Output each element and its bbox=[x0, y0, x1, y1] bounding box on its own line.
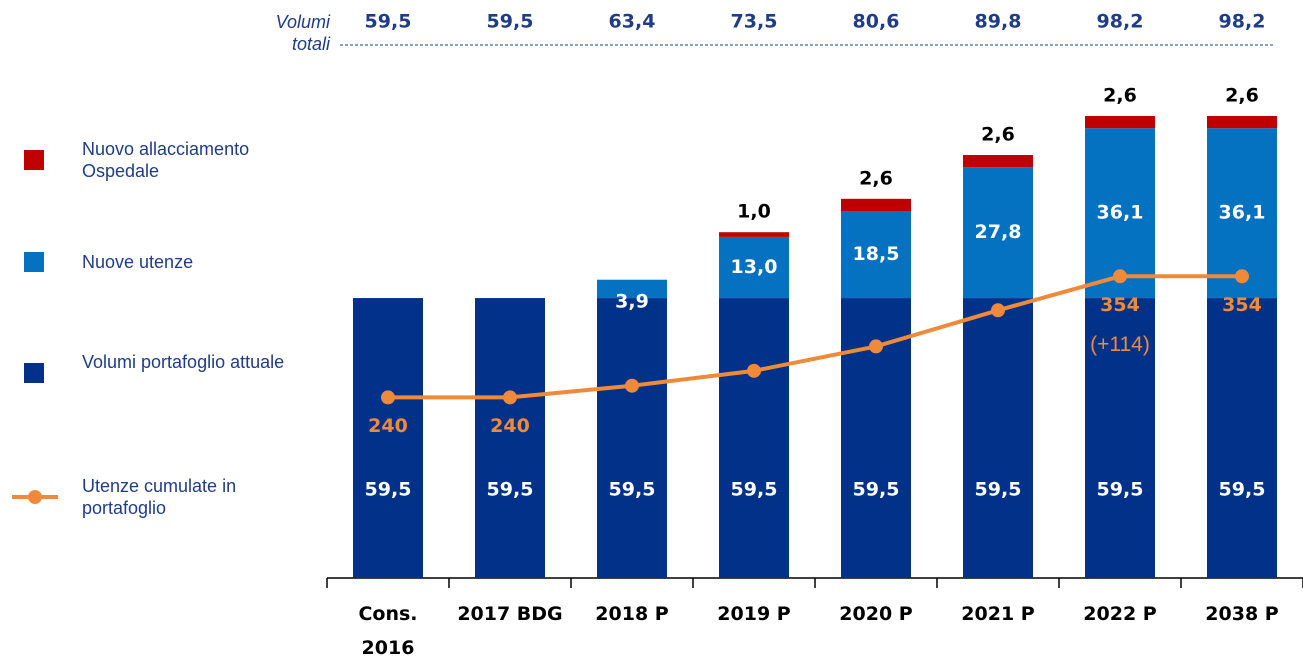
value-label: 2,6 bbox=[1225, 84, 1259, 106]
value-label: 18,5 bbox=[853, 243, 900, 265]
value-label: 59,5 bbox=[365, 479, 412, 501]
bar-segment bbox=[963, 155, 1033, 168]
bar-segment bbox=[1085, 115, 1155, 129]
x-tick-label: 2020 P bbox=[839, 603, 913, 625]
legend-swatch bbox=[24, 252, 44, 272]
value-label: 59,5 bbox=[609, 479, 656, 501]
bar-segment bbox=[963, 167, 1033, 299]
bar-segment bbox=[353, 298, 423, 578]
value-label: 2,6 bbox=[1103, 84, 1137, 106]
legend-label: Utenze cumulate in portafoglio bbox=[82, 476, 237, 518]
total-label: 63,4 bbox=[609, 11, 656, 33]
x-tick-label: 2021 P bbox=[961, 603, 1035, 625]
legend-marker bbox=[28, 490, 42, 504]
legend-label: Nuove utenze bbox=[82, 252, 194, 272]
value-label: 13,0 bbox=[731, 256, 778, 278]
x-tick-label: 2022 P bbox=[1083, 603, 1157, 625]
bar-segment bbox=[719, 236, 789, 299]
bar-segment bbox=[719, 232, 789, 237]
line-marker bbox=[625, 378, 639, 393]
total-label: 73,5 bbox=[731, 11, 778, 33]
total-label: 59,5 bbox=[365, 11, 412, 33]
value-label: 59,5 bbox=[731, 479, 778, 501]
line-marker bbox=[747, 363, 761, 378]
line-marker bbox=[503, 390, 517, 405]
totals-label: Volumi totali bbox=[275, 12, 330, 54]
bar-segment bbox=[597, 279, 667, 299]
x-tick-label: 2018 P bbox=[595, 603, 669, 625]
x-tick-label: Cons. 2016 bbox=[358, 603, 418, 659]
line-marker bbox=[381, 390, 395, 405]
bar-segment bbox=[1207, 115, 1277, 129]
total-label: 98,2 bbox=[1219, 11, 1266, 33]
bar-segment bbox=[963, 298, 1033, 578]
value-label: 1,0 bbox=[737, 201, 771, 223]
total-label: 98,2 bbox=[1097, 11, 1144, 33]
annotation: (+114) bbox=[1090, 333, 1150, 356]
bar-segment bbox=[475, 298, 545, 578]
bar-segment bbox=[1085, 298, 1155, 578]
value-label: 59,5 bbox=[975, 479, 1022, 501]
line-marker bbox=[1235, 269, 1249, 284]
line-marker bbox=[1113, 269, 1127, 284]
line-series bbox=[388, 274, 1242, 400]
value-label: 2,6 bbox=[981, 124, 1015, 146]
value-label: 59,5 bbox=[487, 479, 534, 501]
value-label: 27,8 bbox=[975, 221, 1022, 243]
legend-label: Nuovo allacciamento Ospedale bbox=[82, 139, 250, 181]
x-tick-label: 2038 P bbox=[1205, 603, 1279, 625]
bar-segment bbox=[841, 198, 911, 212]
value-label: 59,5 bbox=[853, 479, 900, 501]
x-tick-label: 2019 P bbox=[717, 603, 791, 625]
value-label: 59,5 bbox=[1097, 479, 1144, 501]
line-value-label: 354 bbox=[1100, 294, 1140, 316]
bar-segment bbox=[597, 298, 667, 578]
line-marker bbox=[869, 339, 883, 354]
bar-segment bbox=[841, 211, 911, 299]
legend-label: Volumi portafoglio attuale bbox=[82, 352, 285, 372]
line-marker bbox=[991, 303, 1005, 318]
legend-swatch bbox=[24, 150, 44, 170]
legend-swatch bbox=[24, 363, 44, 383]
line-value-label: 354 bbox=[1222, 294, 1262, 316]
line-value-label: 240 bbox=[368, 415, 408, 437]
value-label: 59,5 bbox=[1219, 479, 1266, 501]
x-tick-label: 2017 BDG bbox=[457, 603, 563, 625]
line-value-label: 240 bbox=[490, 415, 530, 437]
value-label: 36,1 bbox=[1219, 202, 1266, 224]
total-label: 89,8 bbox=[975, 11, 1022, 33]
value-label: 2,6 bbox=[859, 167, 893, 189]
total-label: 59,5 bbox=[487, 11, 534, 33]
total-label: 80,6 bbox=[853, 11, 900, 33]
value-label: 3,9 bbox=[615, 291, 649, 313]
value-label: 36,1 bbox=[1097, 202, 1144, 224]
bar-segment bbox=[719, 298, 789, 578]
bar-segment bbox=[1207, 298, 1277, 578]
